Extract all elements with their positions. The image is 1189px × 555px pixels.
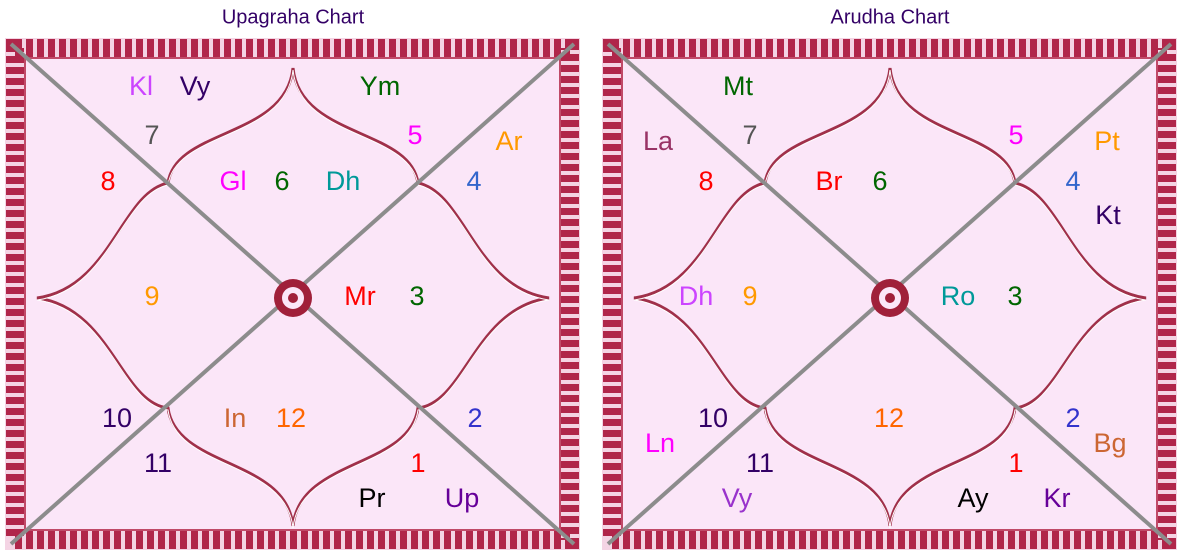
chart-label: Br — [816, 166, 843, 196]
chart-label: 10 — [698, 403, 728, 433]
chart-label: Vy — [180, 71, 211, 101]
chart-label: 3 — [1007, 281, 1022, 311]
chart-label: Pt — [1094, 126, 1120, 156]
chart-label: Gl — [220, 166, 247, 196]
chart-label: 12 — [874, 403, 904, 433]
chart-label: Ro — [941, 281, 976, 311]
center-flower — [885, 293, 895, 303]
chart-label: 10 — [102, 403, 132, 433]
chart-label: 1 — [1008, 448, 1023, 478]
chart-label: 8 — [698, 166, 713, 196]
chart-label: 5 — [407, 120, 422, 150]
chart-label: 4 — [1065, 166, 1080, 196]
chart-title: Upagraha Chart — [222, 6, 365, 28]
chart-label: Mr — [344, 281, 375, 311]
chart-label: 5 — [1008, 120, 1023, 150]
chart-label: Pr — [359, 483, 386, 513]
chart-label: 1 — [410, 448, 425, 478]
chart-label: Vy — [722, 483, 753, 513]
chart-label: Mt — [723, 71, 753, 101]
chart-label: 3 — [409, 281, 424, 311]
chart-label: 9 — [144, 281, 159, 311]
chart-label: Kr — [1044, 483, 1071, 513]
chart-label: 7 — [144, 120, 159, 150]
chart-label: 6 — [872, 166, 887, 196]
chart-label: Ln — [645, 428, 675, 458]
center-flower — [288, 293, 298, 303]
chart-label: Up — [445, 483, 480, 513]
chart-label: 12 — [276, 403, 306, 433]
chart-label: 7 — [742, 120, 757, 150]
chart-label: 8 — [100, 166, 115, 196]
chart-label: 2 — [467, 403, 482, 433]
chart-label: 4 — [466, 166, 481, 196]
chart-label: Kl — [129, 71, 153, 101]
chart-label: Bg — [1093, 428, 1126, 458]
chart-label: Ar — [496, 126, 523, 156]
page: Upagraha Chart Kl Vy Ym 7 5 Ar 8 Gl 6 Dh 4 9 Mr 3 10 In 1… — [0, 0, 1189, 550]
chart-label: 9 — [742, 281, 757, 311]
chart-label: Ay — [957, 483, 989, 513]
chart-label: 2 — [1065, 403, 1080, 433]
chart-label: Dh — [326, 166, 361, 196]
chart-label: La — [643, 126, 674, 156]
chart-label: Dh — [679, 281, 714, 311]
chart-label: 11 — [746, 448, 774, 478]
chart-label: 11 — [144, 448, 172, 478]
charts: Upagraha Chart Kl Vy Ym 7 5 Ar 8 Gl 6 Dh 4 9 Mr 3 10 In 1… — [0, 0, 1189, 550]
chart-label: Ym — [360, 71, 401, 101]
chart-label: Kt — [1095, 200, 1121, 230]
chart-label: In — [224, 403, 247, 433]
chart — [5, 38, 580, 550]
chart-label: 6 — [274, 166, 289, 196]
chart-title: Arudha Chart — [831, 6, 950, 28]
